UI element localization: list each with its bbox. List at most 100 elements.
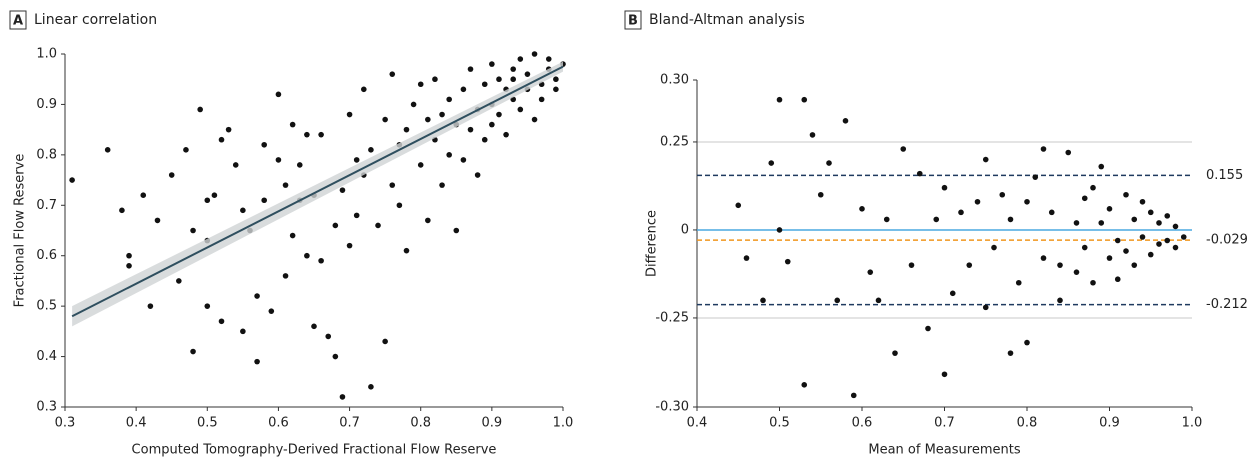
point bbox=[183, 147, 189, 153]
point bbox=[275, 91, 282, 98]
x-axis-title: Computed Tomography-Derived Fractional F… bbox=[132, 443, 497, 458]
point bbox=[553, 86, 559, 93]
point bbox=[834, 297, 841, 304]
point bbox=[1106, 206, 1113, 212]
y-tick-label: 0.5 bbox=[36, 299, 57, 314]
point bbox=[396, 202, 403, 209]
point bbox=[460, 157, 467, 163]
point bbox=[809, 132, 816, 138]
point bbox=[1057, 262, 1063, 268]
point bbox=[154, 217, 161, 224]
point bbox=[826, 160, 832, 166]
point bbox=[417, 81, 424, 88]
point bbox=[432, 76, 438, 83]
point bbox=[933, 216, 940, 223]
point bbox=[460, 86, 467, 93]
point bbox=[867, 269, 874, 275]
x-tick-label: 0.7 bbox=[934, 416, 955, 431]
y-tick-label: 0.3 bbox=[36, 400, 57, 415]
point bbox=[126, 252, 132, 259]
point bbox=[368, 384, 374, 390]
x-tick-label: 0.6 bbox=[852, 416, 873, 431]
point bbox=[553, 76, 559, 83]
point bbox=[382, 116, 388, 123]
y-tick-label: 0.8 bbox=[36, 147, 57, 162]
point bbox=[531, 51, 538, 57]
point bbox=[991, 244, 997, 251]
point bbox=[1024, 339, 1030, 346]
reference-label: -0.029 bbox=[1206, 233, 1248, 248]
point bbox=[375, 222, 381, 229]
point bbox=[339, 187, 346, 193]
point bbox=[353, 157, 360, 163]
point bbox=[268, 308, 275, 314]
point bbox=[517, 106, 524, 113]
point bbox=[261, 141, 268, 148]
point bbox=[318, 131, 324, 138]
point bbox=[126, 263, 132, 269]
point bbox=[318, 257, 324, 264]
point bbox=[776, 227, 783, 233]
x-tick-label: 1.0 bbox=[553, 416, 574, 431]
point bbox=[425, 217, 431, 224]
point bbox=[296, 162, 303, 168]
x-tick-label: 0.5 bbox=[197, 416, 218, 431]
point bbox=[425, 116, 431, 123]
point bbox=[1172, 244, 1179, 251]
point bbox=[240, 207, 246, 214]
point bbox=[282, 182, 289, 188]
point bbox=[275, 157, 282, 163]
point bbox=[289, 121, 296, 128]
point bbox=[474, 172, 481, 178]
trend-line bbox=[71, 65, 564, 318]
point bbox=[1081, 195, 1088, 202]
x-tick-label: 0.4 bbox=[687, 416, 708, 431]
point bbox=[382, 338, 388, 345]
point bbox=[1131, 216, 1138, 223]
y-axis-title: Fractional Flow Reserve bbox=[13, 154, 28, 308]
point bbox=[1040, 255, 1047, 261]
x-tick-label: 0.7 bbox=[339, 416, 360, 431]
point bbox=[218, 136, 225, 143]
point bbox=[346, 111, 353, 118]
point bbox=[489, 121, 495, 128]
point bbox=[240, 328, 246, 335]
point bbox=[1007, 216, 1014, 223]
x-axis-title: Mean of Measurements bbox=[868, 443, 1020, 458]
point bbox=[446, 96, 452, 103]
point bbox=[232, 162, 239, 168]
point bbox=[467, 66, 474, 72]
point bbox=[1114, 237, 1121, 244]
y-tick-label: 0.25 bbox=[660, 134, 689, 149]
point bbox=[467, 126, 474, 133]
point bbox=[1032, 174, 1039, 180]
reference-label: -0.212 bbox=[1206, 297, 1248, 312]
point bbox=[1164, 213, 1171, 219]
point bbox=[176, 278, 182, 284]
x-tick-label: 0.9 bbox=[1099, 416, 1120, 431]
point bbox=[1073, 220, 1080, 226]
point bbox=[1040, 146, 1047, 152]
point bbox=[743, 255, 750, 261]
point bbox=[760, 297, 766, 304]
point bbox=[1139, 198, 1146, 205]
point bbox=[900, 146, 907, 152]
point bbox=[481, 136, 488, 143]
panel-title: Bland-Altman analysis bbox=[649, 12, 805, 28]
point bbox=[304, 252, 310, 259]
point bbox=[538, 96, 545, 103]
x-tick-label: 0.3 bbox=[55, 416, 76, 431]
point bbox=[1139, 234, 1146, 240]
point bbox=[410, 101, 417, 108]
point bbox=[982, 156, 989, 163]
panel-letter-box bbox=[9, 10, 27, 30]
point bbox=[510, 76, 516, 83]
point bbox=[1090, 279, 1096, 286]
panel-letter-box bbox=[624, 10, 642, 30]
x-tick-label: 0.6 bbox=[268, 416, 289, 431]
point bbox=[496, 111, 502, 118]
point bbox=[489, 61, 495, 67]
point bbox=[1015, 279, 1022, 286]
